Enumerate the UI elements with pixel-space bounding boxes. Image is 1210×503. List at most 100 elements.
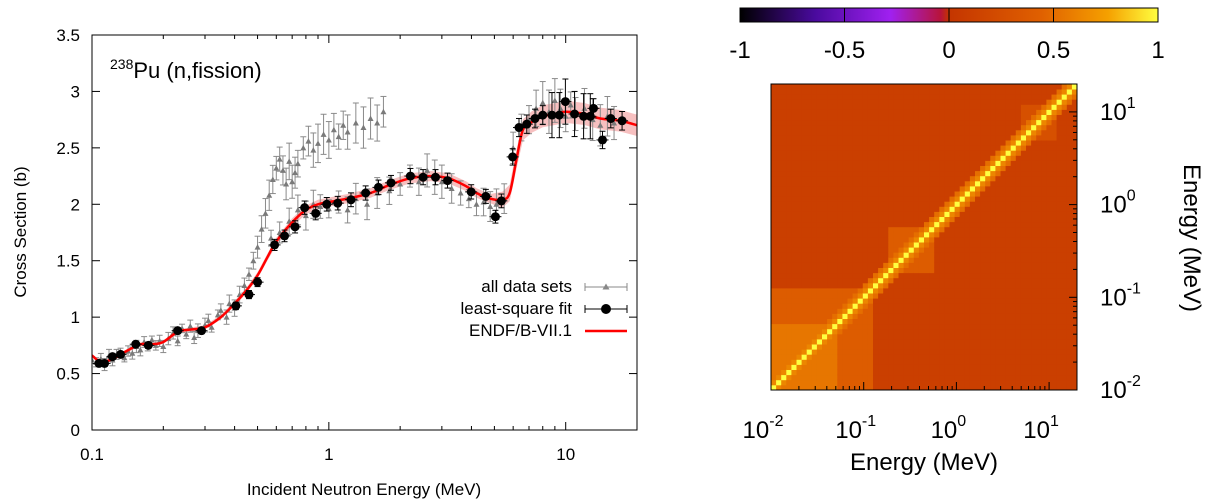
matrix-cell: [832, 384, 838, 391]
matrix-cell: [791, 288, 797, 294]
matrix-cell: [857, 175, 864, 182]
matrix-cell: [1056, 221, 1063, 228]
matrix-cell: [888, 379, 894, 386]
matrix-cell: [1010, 282, 1017, 289]
matrix-cell: [995, 308, 1001, 314]
matrix-cell: [990, 109, 996, 115]
matrix-cell: [842, 180, 848, 187]
matrix-cell: [918, 242, 925, 248]
matrix-cell: [852, 119, 859, 126]
matrix-cell: [1010, 323, 1017, 330]
matrix-cell: [903, 191, 910, 197]
matrix-cell: [796, 364, 802, 370]
matrix-cell: [1051, 124, 1057, 131]
matrix-cell: [969, 221, 976, 228]
matrix-cell: [1020, 196, 1027, 202]
matrix-cell: [898, 186, 904, 192]
all-data-point: [262, 198, 269, 229]
matrix-cell: [1015, 191, 1022, 197]
matrix-cell: [975, 119, 981, 126]
matrix-cell: [801, 369, 808, 376]
matrix-cell: [980, 160, 986, 166]
matrix-cell: [954, 165, 961, 172]
matrix-cell: [924, 114, 930, 121]
matrix-cell: [944, 359, 950, 365]
matrix-cell: [857, 328, 864, 335]
matrix-cell: [822, 374, 828, 381]
matrix-cell: [934, 140, 940, 146]
matrix-cell: [888, 339, 894, 345]
matrix-cell: [908, 191, 915, 197]
matrix-cell: [908, 231, 915, 238]
matrix-cell: [964, 216, 971, 223]
matrix-cell: [883, 196, 889, 202]
matrix-cell: [857, 369, 864, 376]
matrix-cell: [929, 99, 935, 105]
matrix-cell: [918, 272, 925, 279]
matrix-cell: [1046, 216, 1052, 223]
matrix-cell: [1000, 252, 1006, 258]
matrix-cell: [1026, 303, 1032, 309]
matrix-cell: [847, 165, 853, 172]
matrix-cell: [1010, 145, 1017, 151]
matrix-cell: [888, 175, 894, 182]
matrix-cell: [873, 328, 879, 335]
matrix-cell: [980, 84, 986, 90]
matrix-cell: [1041, 339, 1047, 345]
matrix-cell: [1000, 114, 1006, 121]
matrix-cell: [857, 180, 864, 187]
matrix-cell: [837, 384, 843, 391]
matrix-cell: [781, 359, 787, 365]
matrix-cell: [898, 262, 904, 268]
matrix-cell: [1036, 180, 1042, 187]
matrix-cell: [832, 165, 838, 172]
matrix-cell: [857, 129, 864, 136]
matrix-cell: [1071, 369, 1078, 376]
matrix-cell: [816, 354, 823, 360]
matrix-cell: [980, 94, 986, 100]
matrix-cell: [1026, 119, 1032, 126]
matrix-cell: [1051, 104, 1057, 110]
matrix-cell: [1005, 165, 1012, 172]
matrix-cell: [883, 339, 889, 345]
matrix-cell: [781, 109, 787, 115]
matrix-cell: [1061, 186, 1068, 192]
matrix-cell: [776, 323, 782, 330]
matrix-cell: [924, 333, 930, 340]
matrix-cell: [990, 384, 996, 391]
matrix-cell: [811, 109, 818, 115]
chart-annotation: 238Pu (n,fission): [110, 56, 262, 83]
matrix-cell: [791, 328, 797, 335]
matrix-cell: [1066, 150, 1073, 156]
matrix-cell: [918, 364, 925, 370]
matrix-cell: [918, 277, 925, 284]
matrix-cell: [867, 196, 874, 202]
matrix-cell: [867, 155, 874, 161]
matrix-cell: [801, 150, 808, 156]
matrix-cell: [837, 313, 843, 319]
matrix-cell: [1000, 374, 1006, 381]
matrix-cell: [908, 364, 915, 370]
matrix-cell: [867, 369, 874, 376]
matrix-cell: [954, 298, 961, 304]
matrix-cell: [918, 226, 925, 233]
matrix-cell: [1015, 231, 1022, 238]
all-data-point: [415, 167, 422, 196]
matrix-cell: [852, 369, 859, 376]
matrix-cell: [842, 308, 848, 314]
matrix-cell: [822, 186, 828, 192]
matrix-cell: [837, 191, 843, 197]
matrix-cell: [867, 379, 874, 386]
matrix-cell: [1061, 349, 1068, 355]
matrix-cell: [903, 175, 910, 182]
matrix-cell: [913, 221, 920, 228]
matrix-cell: [1020, 237, 1027, 243]
matrix-cell: [913, 119, 920, 126]
matrix-cell: [980, 333, 986, 340]
matrix-cell: [954, 288, 961, 294]
matrix-cell: [786, 191, 792, 197]
matrix-cell: [867, 252, 874, 258]
matrix-cell: [1000, 135, 1006, 141]
matrix-cell: [1066, 277, 1073, 284]
matrix-cell: [791, 206, 797, 212]
